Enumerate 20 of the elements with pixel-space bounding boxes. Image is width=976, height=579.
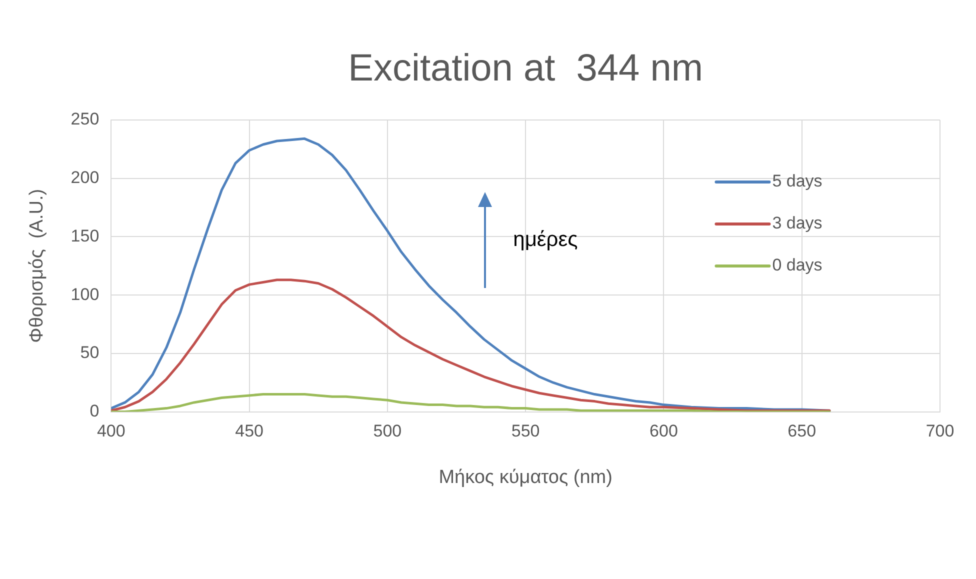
- y-tick-label: 50: [80, 343, 100, 362]
- y-tick-label: 200: [70, 168, 100, 188]
- chart-title: Excitation at 344 nm: [348, 47, 704, 90]
- x-tick-label: 450: [235, 422, 264, 441]
- x-tick-label: 400: [96, 422, 126, 441]
- x-tick-label: 650: [788, 422, 816, 441]
- y-tick-label: 250: [70, 110, 100, 129]
- legend-label: 5 days: [772, 172, 822, 191]
- y-tick-label: 100: [70, 284, 100, 304]
- legend-label: 3 days: [772, 214, 822, 233]
- y-axis-title: Φθορισμός (A.U.): [26, 188, 48, 343]
- x-tick-label: 600: [650, 422, 678, 441]
- annotation: ημέρες: [513, 228, 578, 251]
- x-tick-label: 700: [926, 422, 954, 441]
- y-tick-label: 0: [90, 401, 100, 420]
- y-tick-label: 150: [70, 226, 100, 246]
- x-tick-label: 500: [373, 422, 402, 441]
- x-tick-label: 550: [511, 422, 540, 441]
- x-axis-title: Μήκος κύματος (nm): [438, 466, 612, 488]
- legend-label: 0 days: [772, 256, 822, 275]
